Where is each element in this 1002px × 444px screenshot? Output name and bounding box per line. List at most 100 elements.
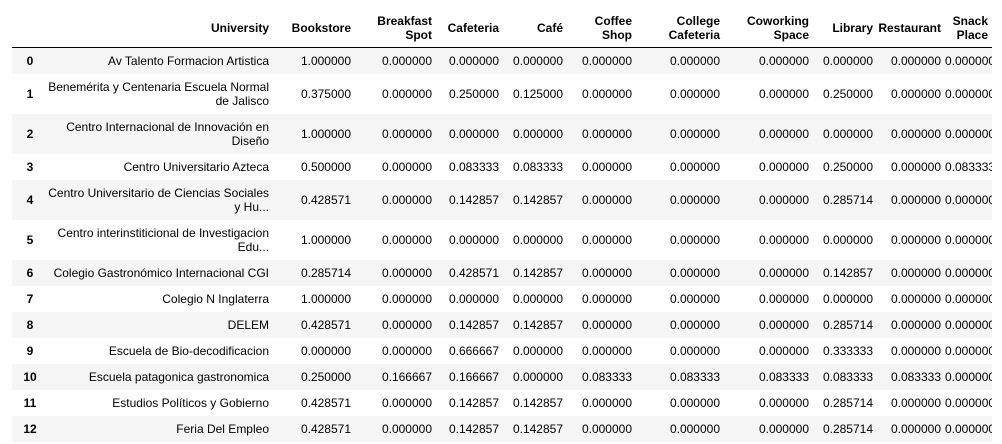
value-cell: 0.000000 (581, 291, 632, 306)
value-cell: 0.000000 (669, 265, 720, 280)
value-cell: 0.000000 (581, 53, 632, 68)
value-cell: 0.000000 (381, 395, 432, 410)
value-cell: 0.000000 (448, 291, 499, 306)
value-cell: 0.250000 (822, 159, 873, 174)
value-cell: 0.000000 (381, 317, 432, 332)
value-cell: 0.000000 (512, 291, 563, 306)
row-index: 3 (26, 159, 34, 174)
value-cell: 0.083333 (581, 369, 632, 384)
value-cell: 0.142857 (512, 317, 563, 332)
value-cell: 0.142857 (512, 265, 563, 280)
value-cell: 0.000000 (669, 421, 720, 436)
university-cell: Centro Internacional de Innovación en Di… (66, 119, 269, 148)
value-cell: 0.000000 (945, 192, 992, 207)
value-cell: 0.000000 (945, 126, 992, 141)
value-cell: 0.000000 (890, 343, 941, 358)
header-row: University Bookstore Breakfast Spot Cafeter… (12, 9, 992, 48)
value-cell: 0.000000 (945, 369, 992, 384)
value-cell: 0.000000 (890, 291, 941, 306)
value-cell: 0.000000 (512, 232, 563, 247)
column-header: College Cafeteria (636, 9, 724, 48)
value-cell: 0.000000 (758, 159, 809, 174)
value-cell: 0.000000 (581, 192, 632, 207)
value-cell: 0.000000 (669, 291, 720, 306)
university-cell: Colegio Gastronómico Internacional CGI (53, 265, 269, 280)
value-cell: 0.285714 (822, 317, 873, 332)
value-cell: 0.083333 (448, 159, 499, 174)
value-cell: 0.000000 (512, 369, 563, 384)
value-cell: 0.000000 (581, 421, 632, 436)
row-index: 10 (23, 369, 37, 384)
value-cell: 0.000000 (581, 317, 632, 332)
value-cell: 0.000000 (581, 232, 632, 247)
value-cell: 0.166667 (448, 369, 499, 384)
table-row: 2 Centro Internacional de Innovación en D… (12, 113, 992, 154)
dataframe-table: University Bookstore Breakfast Spot Cafeter… (12, 9, 992, 442)
value-cell: 0.142857 (512, 395, 563, 410)
value-cell: 0.000000 (669, 232, 720, 247)
value-cell: 0.000000 (300, 343, 351, 358)
value-cell: 0.083333 (512, 159, 563, 174)
table-row: 3 Centro Universitario Azteca 0.500000 0.00… (12, 154, 992, 180)
value-cell: 0.000000 (448, 53, 499, 68)
table-row: 10 Escuela patagonica gastronomica 0.25000… (12, 363, 992, 390)
value-cell: 0.142857 (512, 192, 563, 207)
value-cell: 0.000000 (381, 265, 432, 280)
table-row: 11 Estudios Políticos y Gobierno 0.428571 0… (12, 390, 992, 416)
value-cell: 0.333333 (822, 343, 873, 358)
value-cell: 1.000000 (300, 126, 351, 141)
value-cell: 0.000000 (581, 395, 632, 410)
value-cell: 0.000000 (448, 126, 499, 141)
university-cell: DELEM (227, 317, 269, 332)
value-cell: 0.000000 (581, 159, 632, 174)
value-cell: 0.000000 (581, 86, 632, 101)
column-header: Coffee Shop (567, 9, 636, 48)
value-cell: 0.083333 (945, 159, 992, 174)
column-header: Restaurant (877, 9, 945, 48)
value-cell: 1.000000 (300, 53, 351, 68)
value-cell: 0.000000 (945, 265, 992, 280)
university-cell: Centro Universitario Azteca (123, 159, 269, 174)
value-cell: 0.000000 (669, 343, 720, 358)
value-cell: 0.000000 (669, 86, 720, 101)
value-cell: 0.500000 (300, 159, 351, 174)
value-cell: 0.000000 (381, 53, 432, 68)
value-cell: 0.000000 (758, 421, 809, 436)
table-row: 4 Centro Universitario de Ciencias Social… (12, 179, 992, 220)
value-cell: 0.000000 (381, 159, 432, 174)
value-cell: 0.142857 (448, 395, 499, 410)
value-cell: 0.000000 (945, 317, 992, 332)
table-row: 0 Av Talento Formacion Artistica 1.000000 0… (12, 47, 992, 74)
value-cell: 0.000000 (945, 395, 992, 410)
value-cell: 0.142857 (448, 421, 499, 436)
value-cell: 0.000000 (890, 159, 941, 174)
value-cell: 0.000000 (890, 86, 941, 101)
value-cell: 0.000000 (890, 192, 941, 207)
column-header: Coworking Space (724, 9, 813, 48)
value-cell: 0.000000 (669, 126, 720, 141)
row-index: 8 (26, 317, 34, 332)
university-cell: Av Talento Formacion Artistica (108, 53, 269, 68)
value-cell: 0.000000 (669, 53, 720, 68)
value-cell: 0.000000 (890, 395, 941, 410)
column-header: Café (503, 9, 567, 48)
value-cell: 0.000000 (758, 317, 809, 332)
value-cell: 0.000000 (758, 265, 809, 280)
value-cell: 0.428571 (300, 395, 351, 410)
table-body: 0 Av Talento Formacion Artistica 1.000000 0… (12, 47, 992, 442)
university-cell: Centro Universitario de Ciencias Sociale… (48, 185, 269, 214)
value-cell: 0.166667 (381, 369, 432, 384)
value-cell: 0.000000 (890, 232, 941, 247)
row-index: 11 (23, 395, 37, 410)
value-cell: 0.000000 (890, 421, 941, 436)
value-cell: 0.000000 (758, 53, 809, 68)
row-index: 4 (26, 192, 34, 207)
value-cell: 0.000000 (381, 126, 432, 141)
column-header: University (48, 9, 273, 48)
row-index: 7 (26, 291, 34, 306)
value-cell: 0.000000 (758, 291, 809, 306)
value-cell: 0.000000 (890, 53, 941, 68)
table-row: 5 Centro interinstiticional de Investigac… (12, 220, 992, 260)
row-index: 5 (26, 232, 34, 247)
column-header: Cafeteria (436, 9, 503, 48)
